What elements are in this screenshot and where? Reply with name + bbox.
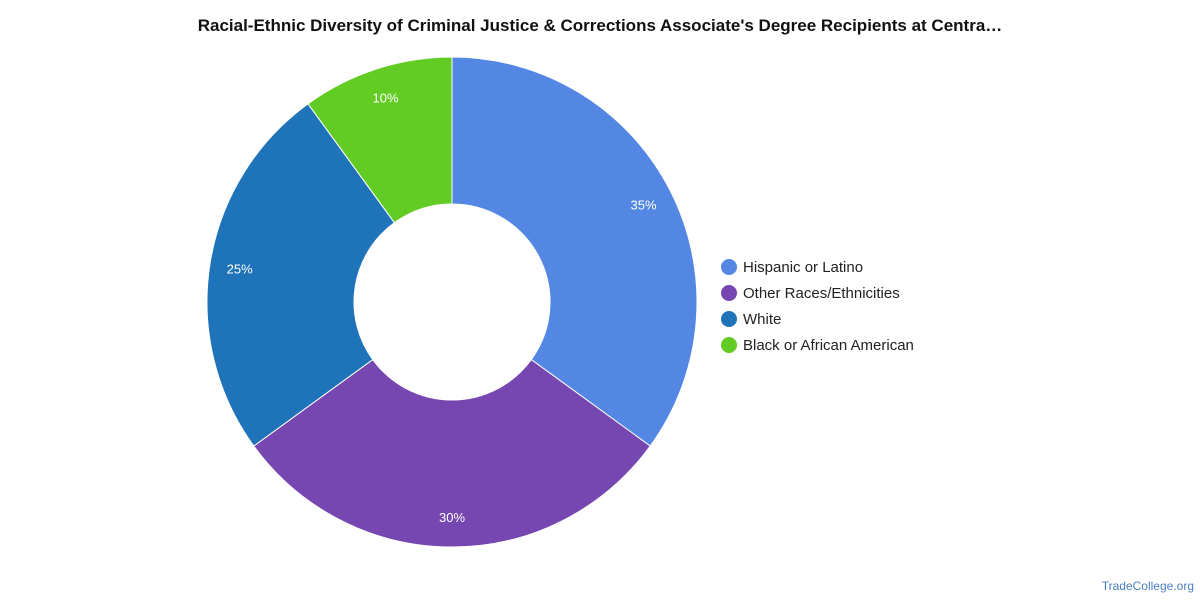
legend-swatch [721, 285, 737, 301]
slice-percent-label: 30% [439, 510, 465, 525]
legend-item[interactable]: White [721, 306, 914, 332]
legend-item[interactable]: Black or African American [721, 332, 914, 358]
chart-title: Racial-Ethnic Diversity of Criminal Just… [197, 16, 1003, 35]
watermark-text[interactable]: TradeCollege.org [1101, 579, 1194, 593]
donut-slice-white[interactable] [206, 103, 396, 447]
legend-item[interactable]: Other Races/Ethnicities [721, 280, 914, 306]
donut-slice-black-or-african-american[interactable] [307, 56, 453, 224]
chart-legend: Hispanic or Latino Other Races/Ethnicitie… [721, 254, 914, 358]
legend-label: White [743, 310, 782, 328]
legend-label: Black or African American [743, 336, 914, 354]
slice-percent-label: 35% [631, 197, 657, 212]
donut-slice-hispanic-or-latino[interactable] [451, 56, 698, 447]
donut-slice-other-races-ethnicities[interactable] [253, 358, 651, 548]
legend-label: Other Races/Ethnicities [743, 284, 900, 302]
legend-item[interactable]: Hispanic or Latino [721, 254, 914, 280]
legend-label: Hispanic or Latino [743, 258, 864, 276]
legend-swatch [721, 337, 737, 353]
legend-swatch [721, 259, 737, 275]
legend-swatch [721, 311, 737, 327]
slice-percent-label: 25% [227, 261, 253, 276]
slice-percent-label: 10% [373, 91, 399, 106]
